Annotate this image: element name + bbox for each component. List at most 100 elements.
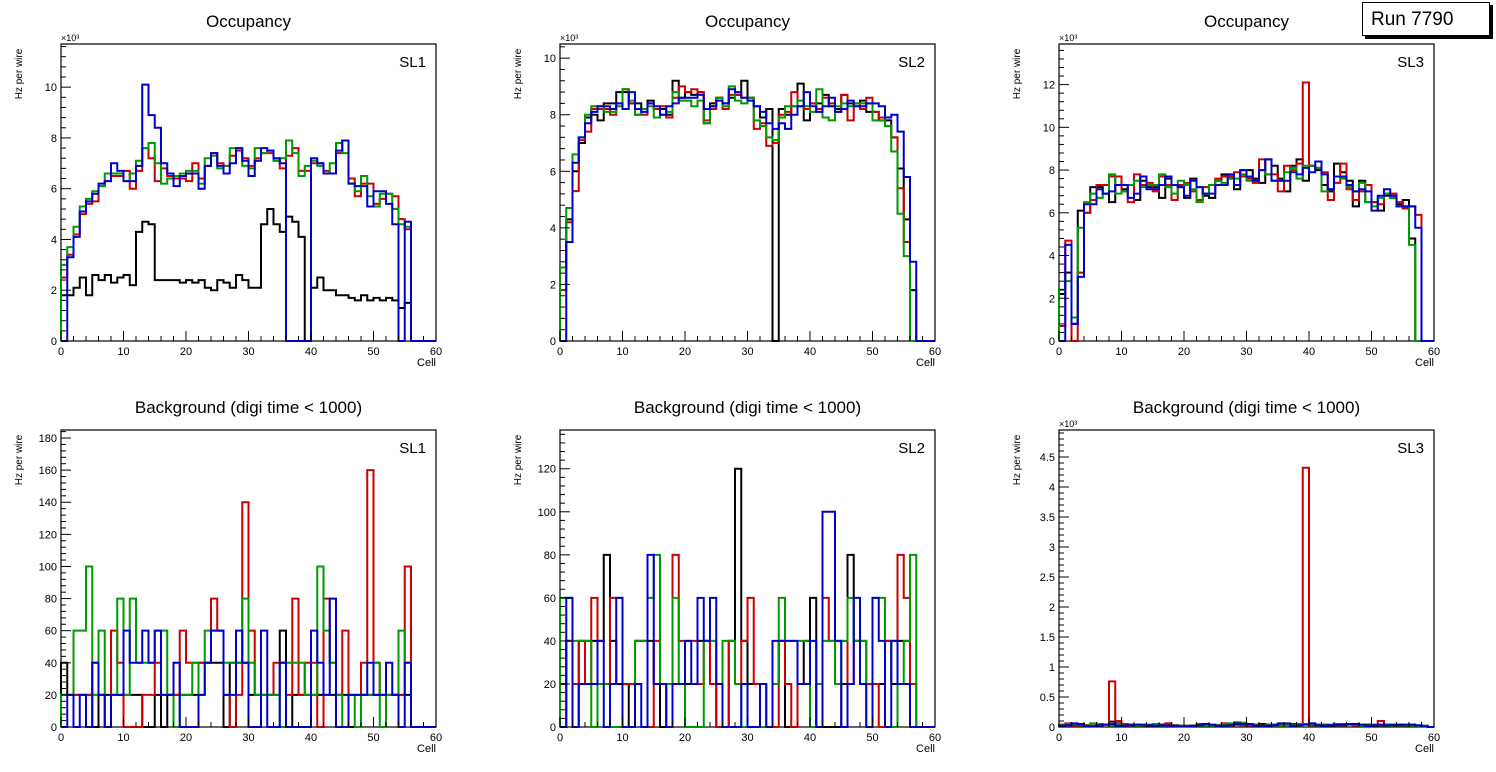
x-tick-label: 10 [1115, 346, 1127, 358]
x-tick-label: 30 [1240, 346, 1252, 358]
x-tick-label: 40 [1303, 732, 1315, 744]
y-tick-label: 3.5 [1040, 512, 1055, 524]
histogram-panel-6: Background (digi time < 1000)0 10 20 30 40 50… [1012, 398, 1440, 755]
panel-title: Background (digi time < 1000) [1133, 398, 1360, 417]
y-tick-label: 80 [45, 594, 57, 606]
y-axis-label: Hz per wire [513, 434, 524, 485]
panel-title: Occupancy [705, 12, 791, 31]
y-axis: 0 2 4 6 8 10 12 Hz per wire ×10³ [1012, 33, 1077, 348]
x-tick-label: 10 [117, 732, 129, 744]
y-tick-label: 0 [550, 336, 556, 348]
y-tick-label: 6 [1049, 208, 1055, 220]
y-tick-label: 40 [45, 658, 57, 670]
y-axis-label: Hz per wire [14, 434, 25, 485]
y-multiplier: ×10³ [560, 33, 578, 43]
y-axis: 0 20 40 60 80 100 120 Hz per wire [513, 433, 570, 734]
x-axis-label: Cell [417, 743, 436, 755]
y-tick-label: 2 [550, 279, 556, 291]
y-tick-label: 2.5 [1040, 572, 1055, 584]
x-tick-label: 0 [557, 732, 563, 744]
y-tick-label: 8 [1049, 165, 1055, 177]
x-tick-label: 30 [741, 346, 753, 358]
x-tick-label: 30 [242, 346, 254, 358]
x-tick-label: 50 [1365, 346, 1377, 358]
y-tick-label: 10 [1043, 122, 1055, 134]
y-axis: 0 2 4 6 8 10 Hz per wire ×10³ [513, 33, 578, 348]
y-axis: 0 20 40 60 80 100 120 140 160 180 Hz per wire [14, 431, 71, 734]
x-tick-label: 40 [804, 346, 816, 358]
y-tick-label: 2 [1049, 602, 1055, 614]
x-tick-label: 60 [929, 346, 941, 358]
run-label: Run 7790 [1362, 2, 1490, 36]
x-tick-label: 40 [804, 732, 816, 744]
x-tick-label: 0 [1056, 732, 1062, 744]
panel-title: Occupancy [1204, 12, 1290, 31]
panel-title: Background (digi time < 1000) [135, 398, 362, 417]
x-tick-label: 20 [679, 732, 691, 744]
y-tick-label: 100 [39, 561, 57, 573]
series-red [60, 139, 436, 342]
x-tick-label: 50 [1365, 732, 1377, 744]
x-tick-label: 0 [1056, 346, 1062, 358]
y-tick-label: 12 [1043, 80, 1055, 92]
y-tick-label: 0 [1049, 336, 1055, 348]
x-axis-label: Cell [1415, 743, 1434, 755]
x-tick-label: 40 [1303, 346, 1315, 358]
y-axis-label: Hz per wire [14, 48, 25, 99]
y-axis-label: Hz per wire [513, 48, 524, 99]
y-tick-label: 0.5 [1040, 692, 1055, 704]
x-tick-label: 10 [616, 346, 628, 358]
y-multiplier: ×10³ [61, 33, 79, 43]
y-tick-label: 2 [1049, 293, 1055, 305]
x-tick-label: 20 [1178, 346, 1190, 358]
series-blue [560, 88, 935, 342]
y-tick-label: 0 [51, 336, 57, 348]
superlayer-label: SL2 [898, 54, 925, 71]
series-green [559, 85, 935, 342]
series-red [559, 85, 935, 342]
series-green [60, 565, 436, 728]
panel-title: Occupancy [206, 12, 292, 31]
x-tick-label: 50 [367, 732, 379, 744]
y-axis: 0 0.5 1 1.5 2 2.5 3 3.5 4 4.5 Hz per wire ×10³ [1012, 419, 1077, 734]
y-tick-label: 4 [550, 223, 556, 235]
y-tick-label: 6 [51, 184, 57, 196]
x-tick-label: 60 [430, 732, 442, 744]
histogram-panel-5: Background (digi time < 1000) 0 10 20 30 40 50… [513, 398, 941, 755]
y-tick-label: 4.5 [1040, 452, 1055, 464]
x-tick-label: 20 [679, 346, 691, 358]
y-axis-label: Hz per wire [1012, 48, 1023, 99]
series-red [1058, 466, 1434, 728]
y-tick-label: 20 [45, 690, 57, 702]
y-tick-label: 20 [544, 679, 556, 691]
x-tick-label: 40 [305, 732, 317, 744]
x-tick-label: 20 [180, 732, 192, 744]
series-blue [1058, 722, 1434, 728]
x-tick-label: 20 [1178, 732, 1190, 744]
x-tick-label: 10 [616, 732, 628, 744]
y-tick-label: 100 [538, 507, 556, 519]
x-tick-label: 30 [741, 732, 753, 744]
y-tick-label: 4 [51, 234, 57, 246]
y-tick-label: 3 [1049, 542, 1055, 554]
y-tick-label: 10 [544, 53, 556, 65]
series-blue [61, 597, 436, 728]
x-tick-label: 60 [430, 346, 442, 358]
x-tick-label: 60 [1428, 346, 1440, 358]
y-axis-label: Hz per wire [1012, 434, 1023, 485]
panel-title: Background (digi time < 1000) [634, 398, 861, 417]
y-tick-label: 40 [544, 636, 556, 648]
y-tick-label: 4 [1049, 251, 1055, 263]
y-tick-label: 6 [550, 166, 556, 178]
x-tick-label: 50 [367, 346, 379, 358]
series-red [1058, 81, 1434, 342]
y-tick-label: 60 [45, 626, 57, 638]
